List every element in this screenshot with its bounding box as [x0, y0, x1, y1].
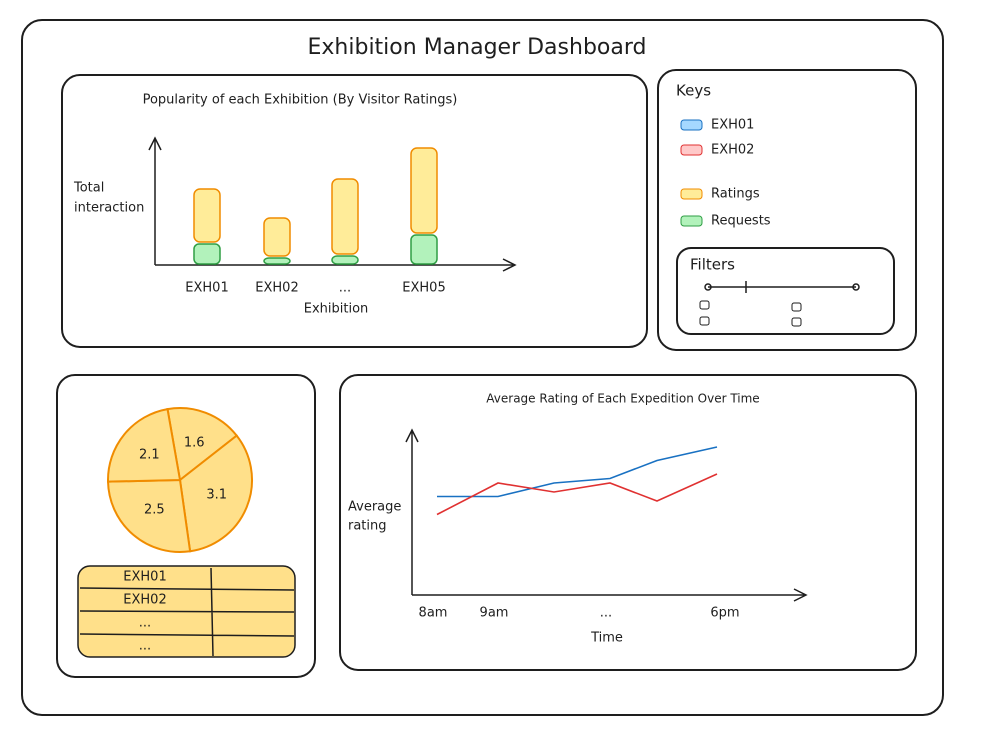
bar-category: EXH01: [185, 281, 228, 296]
filters-title: Filters: [690, 256, 735, 274]
pie-slice: [166, 407, 239, 482]
slider-end[interactable]: [704, 283, 712, 291]
line-axes: [405, 428, 808, 602]
x-label: 6pm: [710, 606, 739, 621]
bar-category: EXH05: [402, 281, 445, 296]
line-panel: [339, 374, 917, 671]
table-cell: ...: [139, 639, 151, 654]
x-label: 9am: [480, 606, 509, 621]
bar: [193, 243, 221, 265]
bar-axes: [148, 136, 517, 272]
bar-panel: [61, 74, 648, 348]
bar-x-label: Exhibition: [304, 302, 369, 317]
bar: [410, 234, 438, 265]
table-grid: [79, 567, 295, 657]
bar: [331, 255, 359, 265]
key-swatch: [680, 215, 703, 227]
bar: [263, 257, 291, 265]
table-cell: ...: [139, 616, 151, 631]
table-cell: EXH02: [123, 593, 166, 608]
bar-y-label: Total: [73, 181, 104, 196]
bar: [193, 188, 221, 243]
pie-slice: [178, 434, 253, 553]
key-label: EXH01: [711, 118, 754, 133]
table-cell: EXH01: [123, 570, 166, 585]
checkbox[interactable]: [699, 316, 710, 326]
pie-slice: [107, 407, 182, 483]
key-swatch: [680, 144, 703, 156]
line: [437, 446, 718, 498]
bar-title: Popularity of each Exhibition (By Visito…: [143, 93, 458, 108]
checkbox[interactable]: [699, 300, 710, 310]
slider-end[interactable]: [852, 283, 860, 291]
key-label: EXH02: [711, 143, 754, 158]
x-label: ...: [600, 606, 612, 621]
filters-panel: [676, 247, 895, 335]
bar: [331, 178, 359, 255]
key-swatch: [680, 188, 703, 200]
checkbox[interactable]: [791, 317, 802, 327]
keys-title: Keys: [676, 82, 711, 100]
bar-y-label: interaction: [74, 201, 144, 216]
bar-category: EXH02: [255, 281, 298, 296]
line-title: Average Rating of Each Expedition Over T…: [486, 392, 759, 406]
bar: [263, 217, 291, 257]
pie-panel: [56, 374, 316, 678]
checkbox[interactable]: [791, 302, 802, 312]
key-swatch: [680, 119, 703, 131]
pie-label: 3.1: [206, 487, 227, 502]
line-y-label: rating: [348, 519, 387, 534]
x-label: 8am: [419, 606, 448, 621]
bar-category: ...: [339, 281, 351, 296]
dashboard-title: Exhibition Manager Dashboard: [308, 35, 647, 60]
line: [436, 473, 718, 516]
key-label: Requests: [711, 214, 771, 229]
bar: [410, 147, 438, 234]
frame: [21, 19, 944, 716]
pie-slice: [106, 478, 192, 553]
keys-panel: [657, 69, 917, 351]
pie-label: 2.5: [144, 503, 165, 518]
pie-label: 1.6: [184, 436, 205, 451]
pie-label: 2.1: [139, 447, 160, 462]
line-x-label: Time: [590, 631, 623, 646]
key-label: Ratings: [711, 187, 760, 202]
slider[interactable]: [708, 281, 856, 293]
line-y-label: Average: [348, 500, 401, 515]
